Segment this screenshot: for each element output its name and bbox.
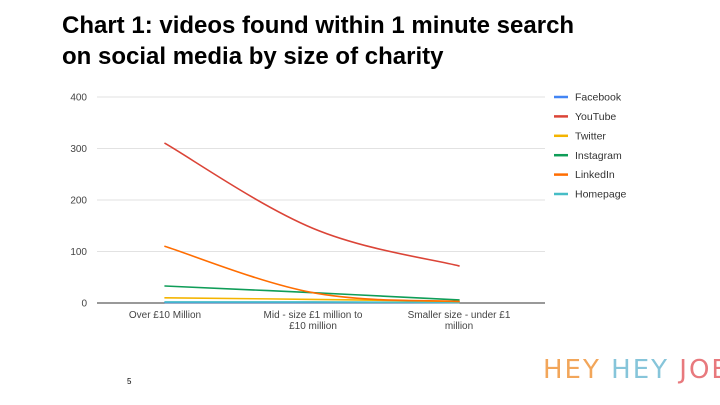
chart-gridlines	[97, 96, 545, 304]
legend-label: YouTube	[575, 111, 616, 123]
x-tick-label: Smaller size - under £1 million	[408, 310, 511, 332]
x-axis-tick-labels: Over £10 Million Mid - size £1 million to…	[129, 310, 511, 332]
x-tick-label-line: million	[445, 321, 473, 332]
slide-title-line-1: Chart 1: videos found within 1 minute se…	[62, 12, 575, 39]
legend-label: LinkedIn	[575, 169, 615, 181]
slide-title: Chart 1: videos found within 1 minute se…	[62, 10, 662, 72]
x-tick-label-line: Mid - size £1 million to	[264, 310, 363, 321]
y-tick-label: 100	[70, 247, 87, 258]
logo-word-3: JOE	[679, 355, 720, 385]
chart-series	[164, 142, 460, 304]
logo-word-2: HEY	[611, 355, 670, 385]
slide-title-line-2: on social media by size of charity	[62, 43, 444, 70]
series-line-youtube	[164, 142, 460, 267]
series-line-homepage	[164, 301, 460, 304]
legend-label: Facebook	[575, 92, 622, 104]
x-tick-label: Mid - size £1 million to £10 million	[264, 310, 363, 332]
y-axis-tick-labels: 0 100 200 300 400	[70, 93, 87, 310]
y-tick-label: 200	[70, 196, 87, 207]
legend-label: Instagram	[575, 150, 622, 162]
y-tick-label: 400	[70, 93, 87, 104]
y-tick-label: 0	[81, 299, 87, 310]
x-tick-label-line: Smaller size - under £1	[408, 310, 511, 321]
y-tick-label: 300	[70, 144, 87, 155]
legend-label: Twitter	[575, 130, 606, 142]
chart-legend: Facebook YouTube Twitter Instagram LinkedIn H…	[554, 92, 627, 201]
series-line-linkedin	[164, 245, 460, 303]
x-tick-label-line: £10 million	[289, 321, 337, 332]
x-tick-label-line: Over £10 Million	[129, 310, 201, 321]
hey-hey-joe-logo: HEY HEY JOE	[543, 350, 720, 390]
page-number: 5	[127, 377, 132, 386]
legend-label: Homepage	[575, 189, 627, 201]
logo-word-1: HEY	[543, 355, 601, 385]
x-tick-label: Over £10 Million	[129, 310, 201, 321]
